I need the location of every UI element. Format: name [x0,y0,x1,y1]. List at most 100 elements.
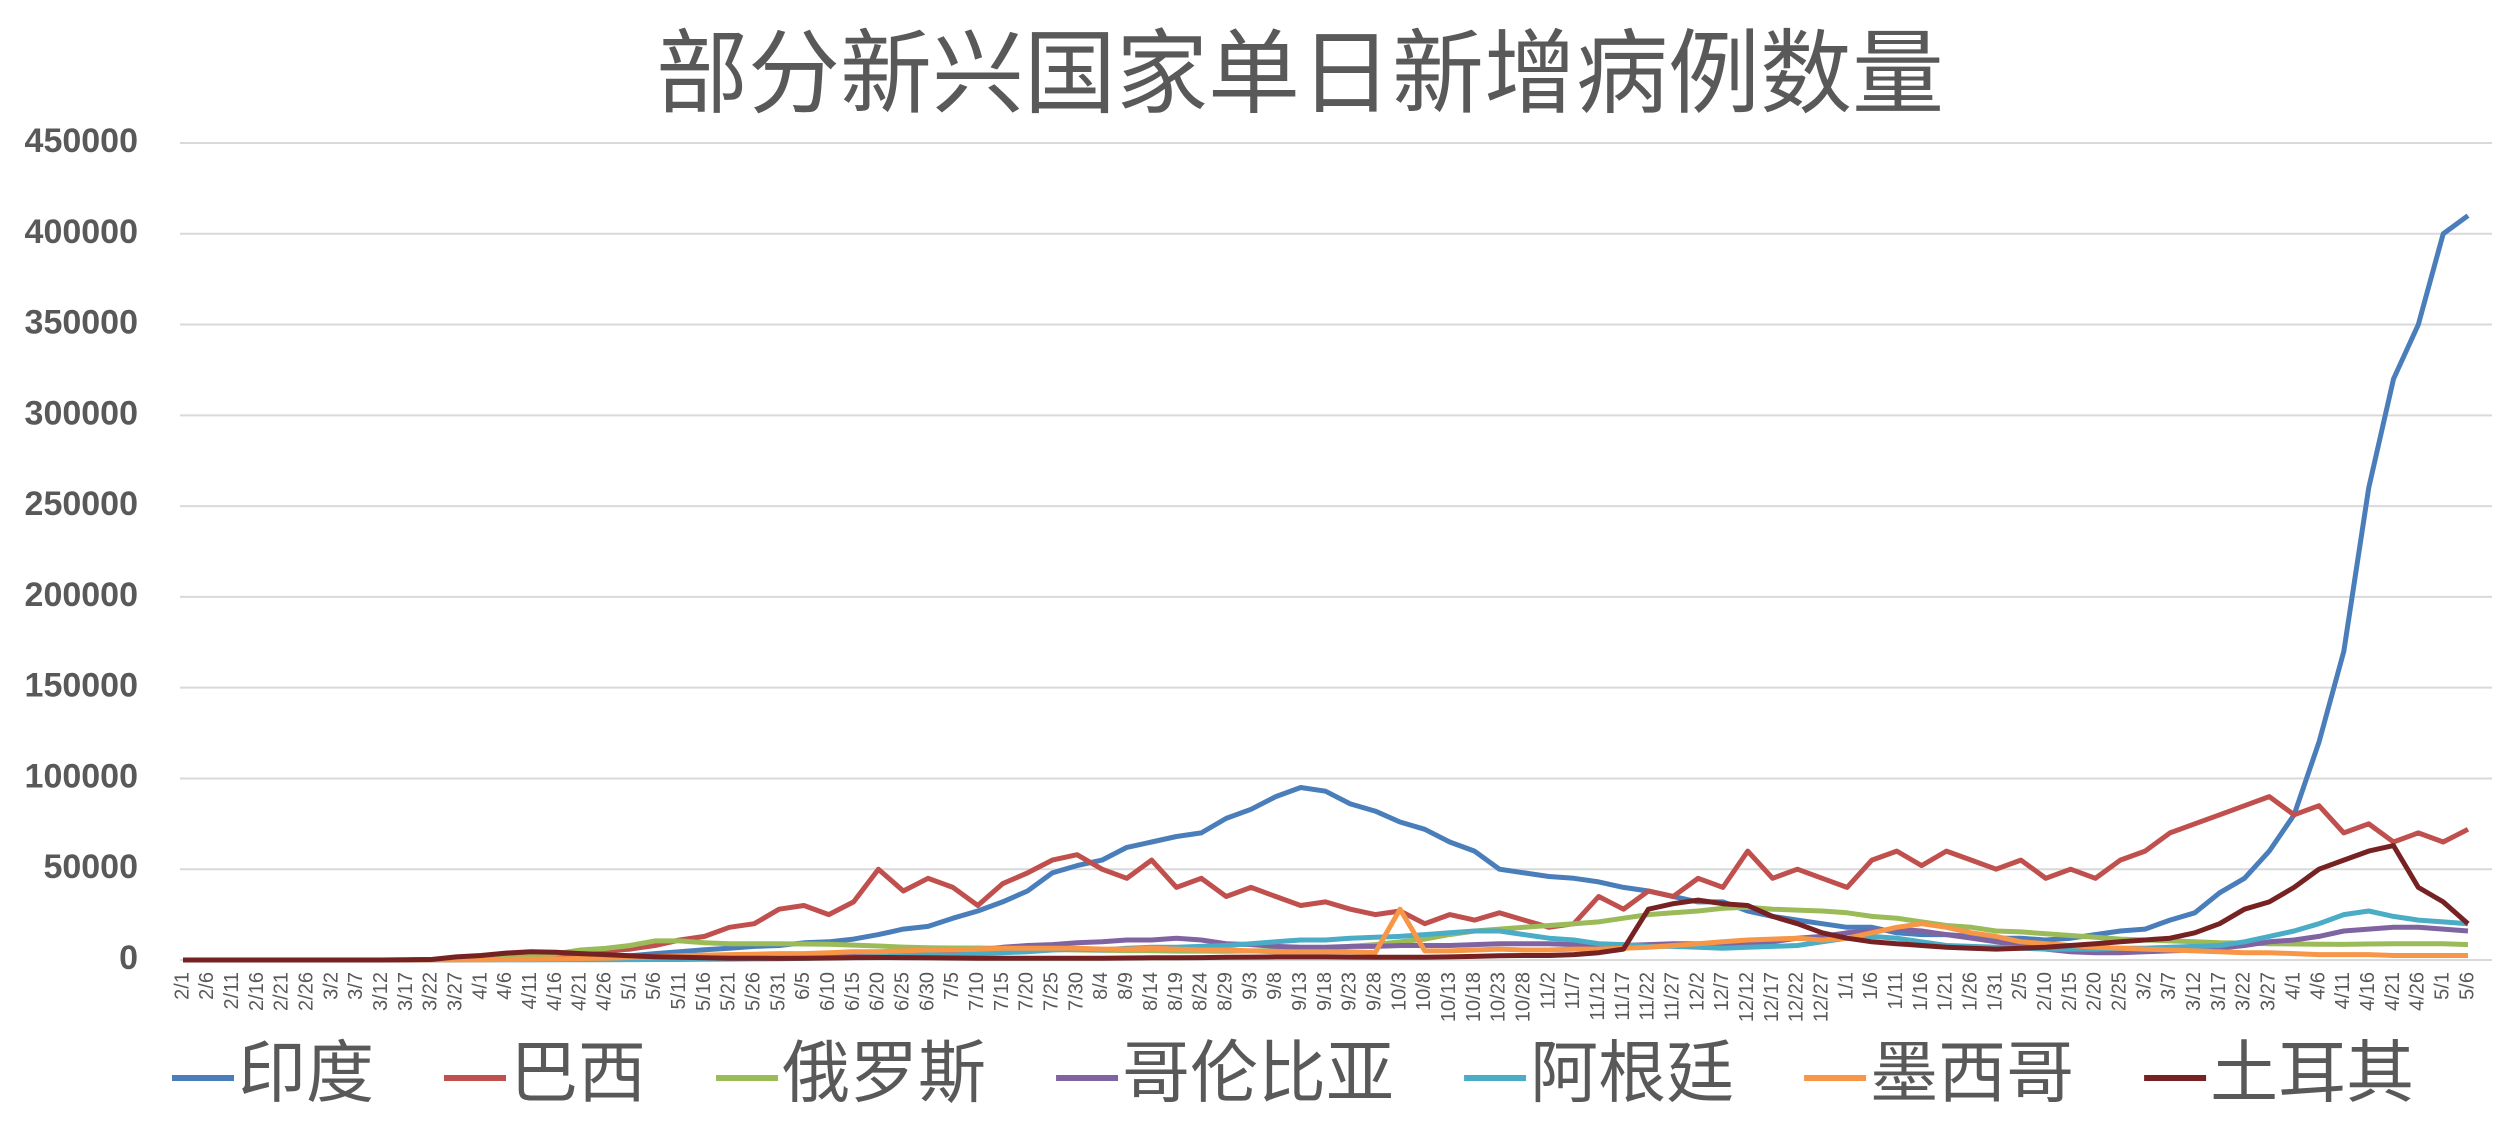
y-tick-label: 150000 [25,667,138,705]
x-tick-label: 6/20 [867,972,889,1011]
x-tick-label: 4/21 [569,972,591,1011]
x-tick-label: 4/1 [2282,972,2304,1000]
x-tick-label: 7/25 [1041,972,1063,1011]
x-tick-label: 7/30 [1065,972,1087,1011]
x-tick-label: 11/22 [1637,972,1659,1021]
x-tick-label: 1/6 [1860,972,1882,1000]
x-tick-label: 10/18 [1463,972,1485,1022]
x-tick-label: 4/16 [2357,972,2379,1011]
legend-label: 印度 [238,1035,374,1114]
x-tick-label: 4/6 [2307,972,2329,1000]
x-tick-label: 2/26 [295,972,317,1011]
x-tick-label: 8/14 [1140,972,1162,1011]
x-tick-label: 2/1 [171,972,193,1000]
x-tick-label: 8/29 [1214,972,1236,1011]
x-tick-label: 9/13 [1289,972,1311,1011]
x-tick-label: 6/30 [916,972,938,1011]
x-tick-label: 11/17 [1612,972,1634,1021]
x-tick-label: 3/22 [420,972,442,1011]
x-tick-label: 7/10 [966,972,988,1011]
x-tick-label: 3/22 [2233,972,2255,1011]
x-tick-label: 3/27 [444,972,466,1011]
x-tick-label: 2/6 [196,972,218,1000]
x-tick-label: 3/12 [370,972,392,1011]
x-tick-label: 2/21 [271,972,293,1011]
x-tick-label: 3/7 [345,972,367,1000]
series-line [183,843,2470,963]
x-tick-label: 9/3 [1239,972,1261,1000]
x-tick-label: 12/12 [1736,972,1758,1022]
y-tick-label: 300000 [25,394,138,432]
x-tick-label: 2/20 [2084,972,2106,1011]
x-tick-label: 3/17 [2208,972,2230,1011]
x-tick-label: 10/3 [1388,972,1410,1011]
x-tick-label: 9/28 [1363,972,1385,1011]
x-tick-label: 9/23 [1339,972,1361,1011]
x-tick-label: 5/21 [718,972,740,1011]
x-tick-label: 2/15 [2059,972,2081,1011]
x-tick-label: 5/6 [2456,972,2478,1000]
legend-label: 巴西 [510,1035,646,1114]
x-tick-label: 4/26 [2407,972,2429,1011]
x-tick-label: 8/9 [1115,972,1137,1000]
y-tick-label: 0 [119,939,138,977]
x-tick-label: 4/21 [2382,972,2404,1011]
x-tick-label: 4/6 [494,972,516,1000]
legend-label: 哥伦比亚 [1122,1035,1394,1114]
x-tick-label: 10/8 [1413,972,1435,1011]
x-tick-label: 4/26 [594,972,616,1011]
x-tick-label: 5/11 [668,972,690,1009]
y-tick-label: 100000 [25,757,138,795]
x-tick-label: 5/6 [643,972,665,1000]
y-tick-label: 400000 [25,213,138,251]
y-tick-label: 450000 [25,122,138,160]
x-tick-label: 6/10 [817,972,839,1011]
x-tick-label: 3/17 [395,972,417,1011]
x-tick-label: 1/31 [1984,972,2006,1011]
x-tick-label: 2/16 [246,972,268,1011]
x-tick-label: 8/4 [1090,972,1112,1000]
legend-label: 土耳其 [2210,1035,2414,1114]
x-tick-label: 4/1 [469,972,491,1000]
x-tick-label: 5/16 [693,972,715,1011]
x-tick-label: 9/8 [1264,972,1286,1000]
x-tick-label: 6/5 [792,972,814,1000]
x-tick-label: 3/27 [2258,972,2280,1011]
x-tick-label: 11/7 [1562,972,1584,1009]
x-tick-label: 7/15 [991,972,1013,1011]
x-tick-label: 12/7 [1711,972,1733,1011]
x-tick-label: 2/25 [2109,972,2131,1011]
x-tick-label: 2/11 [221,972,243,1009]
legend-label: 俄罗斯 [782,1035,986,1114]
x-tick-label: 11/27 [1661,972,1683,1021]
x-tick-label: 12/2 [1686,972,1708,1011]
y-tick-label: 250000 [25,485,138,523]
x-tick-label: 3/2 [320,972,342,1000]
x-tick-label: 11/12 [1587,972,1609,1021]
x-tick-label: 6/25 [892,972,914,1011]
x-tick-label: 8/24 [1190,972,1212,1011]
x-tick-label: 5/26 [743,972,765,1011]
x-tick-label: 1/26 [1960,972,1982,1011]
x-tick-label: 5/1 [618,972,640,1000]
y-tick-label: 350000 [25,304,138,342]
x-tick-label: 2/5 [2009,972,2031,1000]
x-tick-label: 3/12 [2183,972,2205,1011]
x-tick-label: 11/2 [1537,972,1559,1009]
x-tick-label: 1/11 [1885,972,1907,1009]
x-tick-label: 4/11 [2332,972,2354,1009]
x-tick-label: 4/11 [519,972,541,1009]
x-tick-label: 1/1 [1835,972,1857,1000]
x-tick-label: 3/2 [2133,972,2155,1000]
x-tick-label: 7/20 [1016,972,1038,1011]
y-tick-label: 200000 [25,576,138,614]
y-tick-label: 50000 [43,848,138,886]
x-tick-label: 1/16 [1910,972,1932,1011]
x-tick-label: 1/21 [1935,972,1957,1011]
x-tick-label: 10/28 [1512,972,1534,1022]
x-tick-label: 6/15 [842,972,864,1011]
series-line [183,794,2470,963]
x-tick-label: 3/7 [2158,972,2180,1000]
x-tick-label: 2/10 [2034,972,2056,1011]
